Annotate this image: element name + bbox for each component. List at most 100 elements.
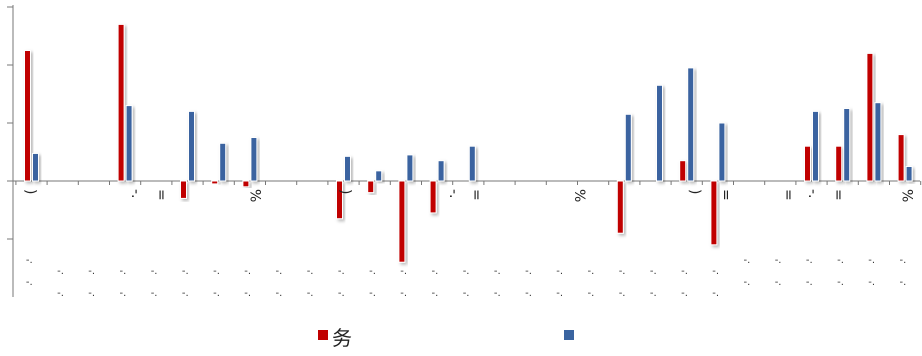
bar-series-a-28 (897, 134, 905, 182)
chart-legend: 务 (318, 326, 574, 350)
x-tick-label-fragment: -. (432, 288, 439, 299)
x-tick-label-fragment: -. (619, 288, 626, 299)
bar-series-b-10 (344, 155, 351, 182)
x-tick-label-fragment: -. (712, 288, 719, 299)
bar-series-b-20 (656, 84, 663, 182)
bar-series-a-0 (24, 50, 31, 182)
x-tick-label-fragment: -. (900, 255, 907, 266)
x-tick-label-fragment: -. (744, 277, 751, 288)
x-tick-label-fragment: -. (525, 266, 532, 277)
bar-series-b-11 (375, 170, 383, 182)
legend-swatch-series-b (564, 330, 574, 340)
x-tick-label-fragment: -. (369, 288, 376, 299)
bar-series-b-22 (718, 122, 726, 182)
x-tick-label-fragment: -. (556, 288, 563, 299)
x-tick-label-fragment: -. (806, 277, 813, 288)
x-tick-label-fragment: -. (837, 255, 844, 266)
bar-series-a-11 (367, 180, 375, 194)
x-tick-label-fragment: -. (400, 288, 407, 299)
x-tick-label-fragment: -. (900, 277, 907, 288)
x-tick-label-fragment: -. (338, 266, 345, 277)
x-tick-label-fragment: -. (775, 277, 782, 288)
x-tick-label: -. (805, 189, 821, 199)
bar-series-b-19 (624, 113, 632, 182)
x-tick-label-fragment: -. (556, 266, 563, 277)
x-tick-label-fragment: -. (650, 288, 657, 299)
x-tick-label-fragment: -. (868, 255, 875, 266)
bar-series-b-5 (188, 110, 195, 182)
bar-series-a-6 (211, 180, 219, 185)
legend-label-series-a: 务 (332, 326, 352, 350)
bar-series-b-26 (843, 108, 851, 182)
x-tick-label-fragment: -. (806, 255, 813, 266)
x-tick-label-fragment: -. (57, 266, 64, 277)
x-tick-label-fragment: -. (213, 266, 220, 277)
x-tick-label-fragment: -. (619, 266, 626, 277)
x-tick-label-fragment: -. (276, 288, 283, 299)
chart-axes (7, 5, 922, 297)
x-tick-label-fragment: -. (588, 266, 595, 277)
x-tick-label-fragment: -. (307, 288, 314, 299)
x-tick-label-fragment: -. (681, 266, 688, 277)
x-tick-label: ) (686, 189, 702, 194)
bar-series-a-12 (398, 180, 406, 263)
x-tick-label: ) (337, 189, 353, 194)
x-tick-label-fragment: -. (494, 288, 501, 299)
x-tick-label: ) (22, 189, 38, 194)
bar-series-b-25 (812, 110, 819, 182)
x-tick-label-fragment: -. (868, 277, 875, 288)
x-tick-label-fragment: -. (650, 266, 657, 277)
bar-series-b-28 (905, 166, 913, 182)
x-tick-label-fragment: -. (681, 288, 688, 299)
bar-series-a-3 (117, 23, 125, 182)
x-tick-label-fragment: -. (244, 266, 251, 277)
bar-series-a-22 (710, 180, 718, 246)
x-tick-label-fragment: -. (57, 288, 64, 299)
bar-series-a-7 (242, 180, 250, 188)
x-tick-label: % (899, 189, 915, 202)
bar-series-a-10 (336, 180, 343, 220)
x-tick-label: % (571, 189, 587, 202)
x-tick-label-fragment: -. (213, 288, 220, 299)
x-tick-label-fragment: -. (182, 288, 189, 299)
bar-series-a-19 (616, 180, 624, 234)
bar-series-a-26 (835, 145, 843, 182)
x-tick-label-fragment: -. (120, 288, 127, 299)
x-tick-label: = (718, 189, 734, 201)
x-tick-label: % (247, 189, 263, 202)
x-tick-label-fragment: -. (26, 255, 33, 266)
x-tick-label: -. (128, 189, 144, 199)
bar-series-a-5 (180, 180, 187, 199)
x-tick-label: = (830, 189, 846, 201)
x-tick-label: = (780, 189, 796, 201)
x-tick-label-fragment: -. (525, 288, 532, 299)
x-tick-label: = (468, 189, 484, 201)
bar-series-a-27 (866, 52, 874, 182)
x-tick-label-fragment: -. (307, 266, 314, 277)
bar-series-a-13 (429, 180, 437, 214)
bar-series-b-0 (32, 152, 39, 182)
x-tick-label-fragment: -. (88, 288, 95, 299)
x-tick-label-fragment: -. (432, 266, 439, 277)
x-tick-label-fragment: -. (276, 266, 283, 277)
bar-series-a-21 (679, 160, 687, 182)
x-tick-label: = (153, 189, 169, 201)
x-tick-label-fragment: -. (463, 266, 470, 277)
x-tick-label-fragment: -. (244, 288, 251, 299)
bar-series-b-13 (437, 160, 445, 182)
bar-series-b-6 (219, 142, 227, 182)
x-tick-label-fragment: -. (88, 266, 95, 277)
x-tick-label-fragment: -. (400, 266, 407, 277)
x-tick-label-fragment: -. (151, 266, 158, 277)
x-tick-label-fragment: -. (712, 266, 719, 277)
bar-series-b-21 (687, 67, 695, 182)
x-tick-label-fragment: -. (463, 288, 470, 299)
bar-series-b-7 (250, 137, 258, 182)
x-tick-label-fragment: -. (494, 266, 501, 277)
x-tick-label-fragment: -. (775, 255, 782, 266)
x-tick-label: -. (446, 189, 462, 199)
chart-bars (24, 23, 913, 263)
x-tick-label-fragment: -. (26, 277, 33, 288)
x-tick-label-fragment: -. (588, 288, 595, 299)
